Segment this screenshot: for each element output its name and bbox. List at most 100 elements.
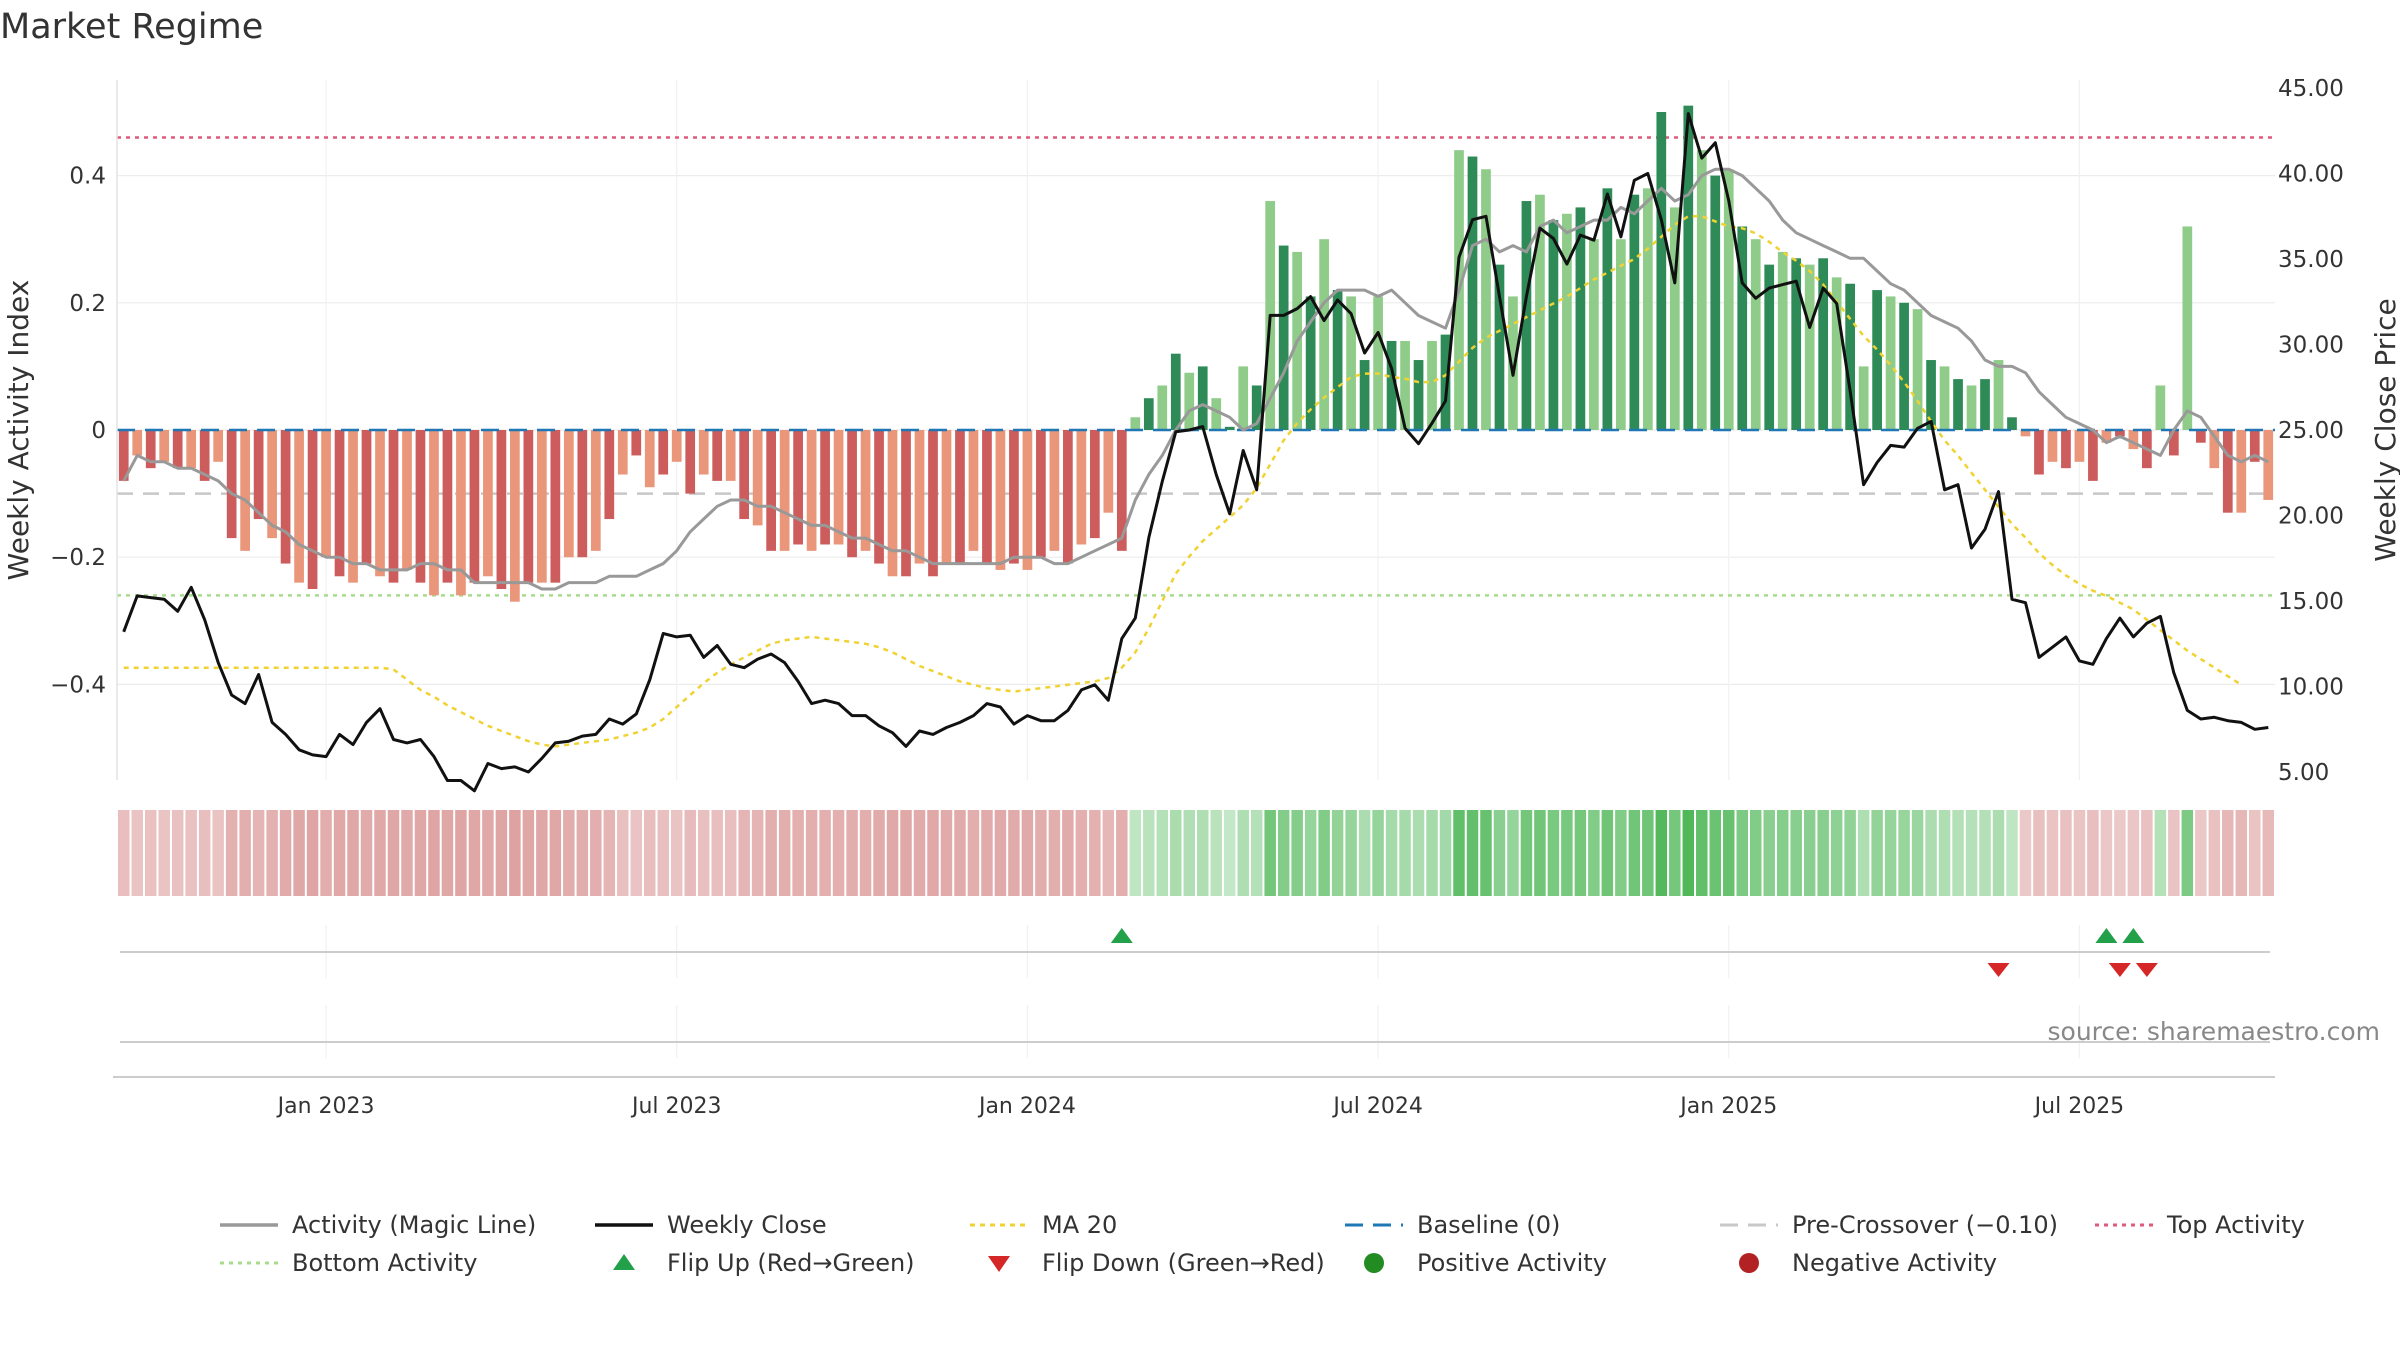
heat-cell [2019, 810, 2032, 896]
heat-cell [1385, 810, 1398, 896]
activity-bar [1939, 366, 1950, 430]
heat-cell [603, 810, 616, 896]
activity-bar [1750, 239, 1761, 430]
heat-cell [1682, 810, 1695, 896]
heat-cell [239, 810, 251, 896]
activity-bar [2168, 430, 2179, 456]
y-tick-label-left: 0.2 [69, 291, 106, 317]
activity-bar [2074, 430, 2085, 462]
activity-bar [1022, 430, 1033, 570]
x-tick-label: Jul 2025 [2033, 1094, 2125, 1119]
heat-cell [873, 810, 885, 896]
heat-cell [1871, 810, 1883, 896]
heat-cell [1615, 810, 1627, 896]
heat-cell [306, 810, 319, 896]
legend-item-flipup: Flip Up (Red→Green) [613, 1249, 915, 1277]
activity-bar [577, 430, 588, 558]
activity-bar [1562, 213, 1572, 430]
activity-bar [280, 430, 291, 564]
heat-cell [1723, 810, 1735, 896]
heat-cell [576, 810, 589, 896]
activity-bar [739, 430, 750, 520]
heat-cell [414, 810, 427, 896]
activity-bar [199, 430, 210, 481]
heat-cell [994, 810, 1007, 896]
flip-down-marker [2108, 963, 2131, 977]
heat-cell [1143, 810, 1155, 896]
heat-cell [1048, 810, 1061, 896]
heat-cell [1156, 810, 1169, 896]
activity-bar [1791, 258, 1802, 430]
heat-cell [1318, 810, 1330, 896]
legend-item-magic: Activity (Magic Line) [220, 1211, 536, 1239]
heat-cell [1669, 810, 1681, 896]
activity-bar [1413, 360, 1424, 430]
heat-cell [158, 810, 170, 896]
heat-cell [1075, 810, 1088, 896]
activity-bar [1157, 385, 1168, 430]
ma20-line [123, 215, 2242, 748]
heat-cell [2154, 810, 2167, 896]
heat-cell [482, 810, 494, 896]
activity-bars [117, 105, 2275, 602]
activity-bar [2263, 430, 2274, 500]
y-tick-label-right: 35.00 [2278, 247, 2344, 273]
y-tick-label-right: 45.00 [2278, 76, 2344, 102]
activity-bar [1116, 430, 1127, 551]
activity-bar [901, 430, 911, 577]
heat-cell [2087, 810, 2099, 896]
heat-cell [2006, 810, 2018, 896]
activity-bar [860, 430, 871, 551]
activity-bar [1521, 201, 1532, 430]
heat-cell [455, 810, 467, 896]
activity-bar [1710, 175, 1721, 430]
activity-bar [1211, 398, 1222, 430]
activity-bar [1130, 417, 1141, 430]
heat-cell [1790, 810, 1802, 896]
activity-bar [631, 430, 642, 456]
activity-bar [1089, 430, 1100, 539]
activity-bar [995, 430, 1006, 570]
heat-cell [1021, 810, 1034, 896]
activity-bar [847, 430, 857, 558]
flip-down-marker [2135, 963, 2158, 977]
heat-cell [536, 810, 548, 896]
activity-bar [388, 430, 399, 583]
activity-dots-panel [120, 1005, 2270, 1058]
y-tick-label-left: 0.4 [69, 164, 106, 190]
activity-bar [982, 430, 992, 564]
legend-item-ma20: MA 20 [970, 1211, 1117, 1239]
heat-cell [670, 810, 683, 896]
heat-cell [778, 810, 791, 896]
heat-cell [1102, 810, 1115, 896]
activity-bar [1359, 360, 1370, 430]
heat-cell [1412, 810, 1425, 896]
activity-bar [334, 430, 345, 577]
legend-label: Flip Down (Green→Red) [1042, 1249, 1325, 1277]
activity-bar [1508, 296, 1518, 430]
heat-cell [832, 810, 845, 896]
heat-cell [2249, 810, 2261, 896]
heat-cell [1507, 810, 1519, 896]
heat-cell [1399, 810, 1411, 896]
activity-bar [1737, 226, 1748, 430]
activity-bar [1642, 188, 1653, 430]
activity-bar [1400, 340, 1410, 430]
activity-bar [604, 430, 615, 520]
heat-cell [1642, 810, 1654, 896]
weekly-close-line [122, 112, 2269, 793]
heat-cell [954, 810, 966, 896]
activity-bar [442, 430, 453, 583]
heat-cell [819, 810, 831, 896]
heat-cell [1992, 810, 2005, 896]
heat-cell [2033, 810, 2045, 896]
activity-bar [375, 430, 385, 577]
legend-label: Flip Up (Red→Green) [667, 1249, 915, 1277]
activity-bar [510, 430, 520, 602]
activity-bar [2195, 430, 2206, 443]
heat-cell [279, 810, 292, 896]
heat-cell [563, 810, 575, 896]
heat-cell [2114, 810, 2126, 896]
activity-bar [1966, 385, 1977, 430]
legend-item-flipdown: Flip Down (Green→Red) [988, 1249, 1325, 1277]
